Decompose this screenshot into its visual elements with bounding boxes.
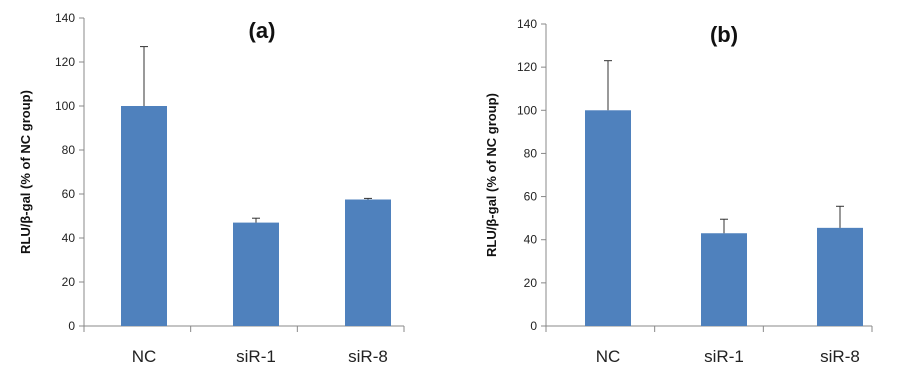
y-tick-label: 140	[55, 11, 75, 25]
x-category-label: NC	[132, 347, 157, 366]
y-tick-label: 20	[62, 275, 76, 289]
x-category-label: siR-8	[348, 347, 388, 366]
y-axis-label: RLU/β-gal (% of NC group)	[484, 93, 499, 257]
y-tick-label: 0	[530, 319, 537, 333]
y-tick-label: 60	[62, 187, 76, 201]
x-category-label: siR-1	[236, 347, 276, 366]
y-tick-label: 60	[524, 190, 538, 204]
y-tick-label: 40	[62, 231, 76, 245]
chart-a-svg: (a) RLU/β-gal (% of NC group) 0 20 40 60 80 100…	[18, 11, 405, 366]
y-tick-label: 20	[524, 276, 538, 290]
bar-sir-8	[817, 227, 863, 326]
bar-sir-1	[233, 222, 279, 326]
chart-panel-a: (a) RLU/β-gal (% of NC group) 0 20 40 60 80 100…	[18, 11, 405, 366]
x-category-label: siR-1	[704, 347, 744, 366]
bar-nc	[121, 106, 167, 326]
y-tick-label: 100	[517, 103, 537, 117]
y-axis-label: RLU/β-gal (% of NC group)	[18, 90, 33, 254]
y-tick-label: 140	[517, 17, 537, 31]
bar-nc	[585, 110, 631, 327]
y-tick-label: 80	[524, 146, 538, 160]
x-category-label: NC	[596, 347, 621, 366]
y-tick-label: 40	[524, 233, 538, 247]
y-tick-label: 0	[68, 319, 75, 333]
chart-panel-b: (b) RLU/β-gal (% of NC group) 0 20 40 60 80 100…	[452, 0, 904, 374]
y-tick-label: 100	[55, 99, 75, 113]
y-tick-label: 120	[517, 60, 537, 74]
bar-sir-8	[345, 199, 391, 326]
x-category-label: siR-8	[820, 347, 860, 366]
y-tick-label: 80	[62, 143, 76, 157]
chart-title: (b)	[710, 22, 738, 47]
bar-sir-1	[701, 233, 747, 326]
chart-title: (a)	[249, 18, 276, 43]
chart-b-svg: (b) RLU/β-gal (% of NC group) 0 20 40 60 80 100…	[484, 17, 873, 366]
y-tick-label: 120	[55, 55, 75, 69]
